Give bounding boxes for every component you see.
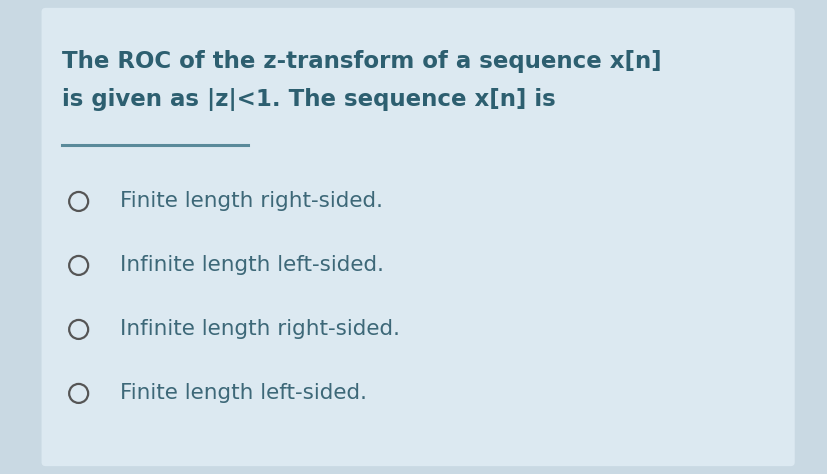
Text: Infinite length left-sided.: Infinite length left-sided. xyxy=(120,255,384,275)
Ellipse shape xyxy=(69,384,88,403)
Text: Infinite length right-sided.: Infinite length right-sided. xyxy=(120,319,399,339)
Ellipse shape xyxy=(69,192,88,211)
Ellipse shape xyxy=(69,320,88,339)
Text: is given as |z|<1. The sequence x[n] is: is given as |z|<1. The sequence x[n] is xyxy=(62,88,555,111)
Text: Finite length right-sided.: Finite length right-sided. xyxy=(120,191,383,211)
Text: The ROC of the z-transform of a sequence x[n]: The ROC of the z-transform of a sequence… xyxy=(62,50,661,73)
Ellipse shape xyxy=(69,256,88,275)
Text: Finite length left-sided.: Finite length left-sided. xyxy=(120,383,366,403)
FancyBboxPatch shape xyxy=(41,8,794,466)
